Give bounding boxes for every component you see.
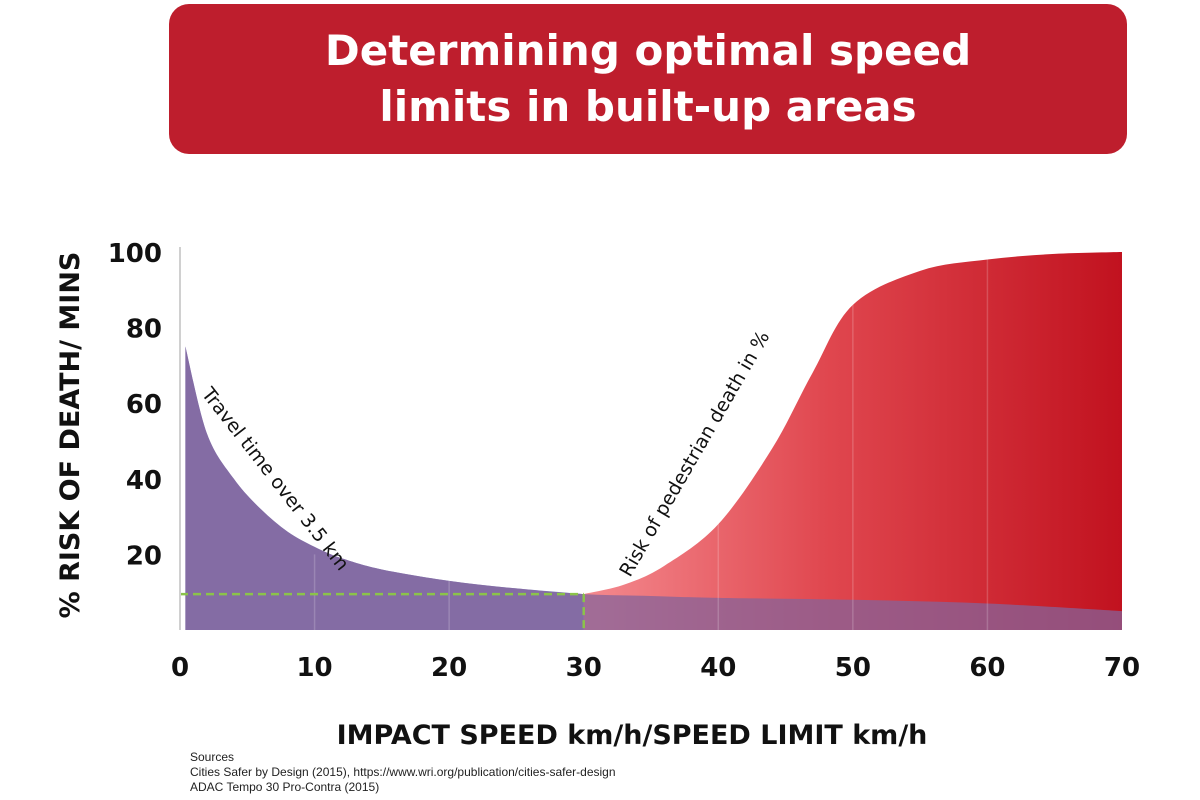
x-tick-label: 70 [1104,653,1140,683]
y-axis-title: % RISK OF DEATH/ MINS [55,252,86,619]
x-tick-label: 40 [700,653,736,683]
y-tick-label: 40 [126,466,162,496]
y-tick-label: 80 [126,315,162,345]
chart-title: Determining optimal speed limits in buil… [324,26,972,131]
x-tick-label: 20 [431,653,467,683]
title-banner: Determining optimal speed limits in buil… [169,4,1127,154]
travel-time-overlap-band [185,346,1122,630]
risk-death-area [583,252,1122,630]
source-line-2: ADAC Tempo 30 Pro-Contra (2015) [190,780,380,794]
sources-block: Sources Cities Safer by Design (2015), h… [190,750,616,795]
y-tick-label: 20 [126,541,162,571]
x-tick-label: 0 [171,653,189,683]
x-axis-title: IMPACT SPEED km/h/SPEED LIMIT km/h [337,720,928,751]
y-tick-label: 60 [126,390,162,420]
y-tick-label: 100 [108,239,162,269]
x-tick-label: 50 [835,653,871,683]
x-tick-label: 10 [296,653,332,683]
sources-heading: Sources [190,750,235,764]
source-line-1: Cities Safer by Design (2015), https://w… [190,765,616,779]
x-tick-label: 30 [566,653,602,683]
x-tick-label: 60 [969,653,1005,683]
